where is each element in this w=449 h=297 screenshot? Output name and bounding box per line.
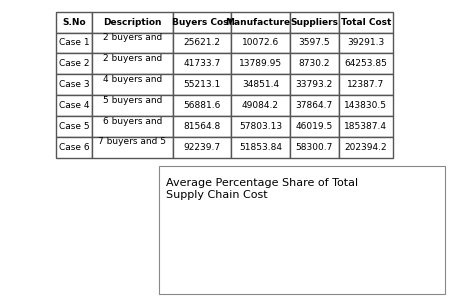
Wedge shape: [204, 186, 248, 230]
Wedge shape: [203, 220, 286, 274]
Legend: Manufacturer Cost, Buyer's Cost, Supplier's Cost: Manufacturer Cost, Buyer's Cost, Supplie…: [315, 207, 432, 256]
Text: 46%: 46%: [235, 260, 259, 270]
Wedge shape: [247, 186, 291, 250]
Text: 22%: 22%: [262, 207, 285, 217]
Text: 32%: 32%: [200, 223, 224, 233]
Text: Average Percentage Share of Total
Supply Chain Cost: Average Percentage Share of Total Supply…: [166, 178, 358, 200]
